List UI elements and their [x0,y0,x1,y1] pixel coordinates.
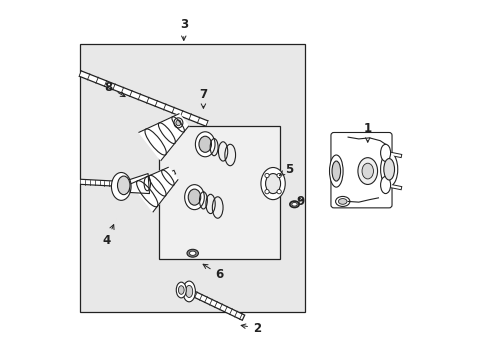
Ellipse shape [111,172,131,201]
Ellipse shape [331,161,340,181]
Circle shape [264,174,268,177]
Ellipse shape [184,185,204,210]
Ellipse shape [176,120,181,126]
Ellipse shape [338,199,346,204]
FancyBboxPatch shape [330,132,391,208]
Text: 4: 4 [102,225,114,247]
Ellipse shape [383,158,394,180]
Ellipse shape [335,197,349,206]
Ellipse shape [195,132,215,157]
Bar [80,44,305,312]
Bar [159,126,280,258]
Ellipse shape [265,174,280,194]
Text: 3: 3 [180,18,187,40]
Ellipse shape [380,144,390,161]
Ellipse shape [188,189,201,205]
Ellipse shape [185,285,192,297]
Text: 7: 7 [199,88,207,108]
Ellipse shape [189,251,196,255]
Ellipse shape [291,203,297,206]
Ellipse shape [183,281,195,302]
Ellipse shape [261,167,285,200]
Ellipse shape [174,118,183,128]
Text: 2: 2 [241,322,261,335]
Text: 9: 9 [296,195,305,208]
Ellipse shape [289,201,299,207]
Ellipse shape [329,155,343,187]
Text: 5: 5 [279,163,293,176]
Polygon shape [131,167,178,212]
Ellipse shape [361,163,373,179]
Ellipse shape [199,136,211,152]
Polygon shape [139,114,188,161]
Circle shape [276,189,281,194]
Ellipse shape [186,249,198,257]
Text: 8: 8 [104,81,125,96]
Polygon shape [128,174,149,194]
Ellipse shape [178,286,184,294]
Ellipse shape [176,282,186,298]
Ellipse shape [380,152,397,186]
Text: 1: 1 [363,122,371,142]
Ellipse shape [380,176,390,194]
Circle shape [276,174,281,177]
Ellipse shape [357,158,377,184]
Text: 6: 6 [203,264,223,281]
Ellipse shape [117,176,130,195]
Circle shape [264,189,268,194]
